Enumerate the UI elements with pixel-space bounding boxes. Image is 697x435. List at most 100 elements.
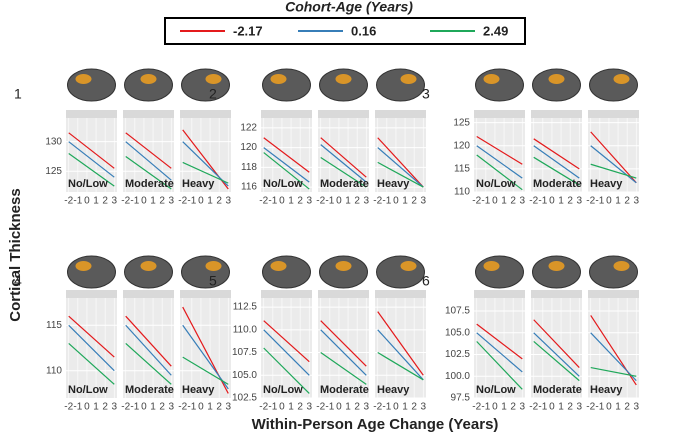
series-line: [263, 147, 310, 183]
x-tick-label: 2: [102, 196, 108, 207]
x-tick-label: 1: [150, 196, 156, 207]
y-axis-title: Cortical Thickness: [7, 188, 24, 321]
brain: [181, 68, 230, 102]
x-tick-label: 1: [402, 402, 408, 413]
x-tick-label: 3: [363, 402, 369, 413]
facet-strip: [123, 110, 174, 118]
x-tick-label: 2: [216, 196, 222, 207]
brain-highlight: [548, 261, 565, 271]
y-tick-label: 122: [240, 123, 257, 134]
brain: [181, 255, 230, 289]
x-tick-label: -2: [529, 196, 538, 207]
x-tick-label: 1: [501, 402, 507, 413]
x-tick-label: 0: [336, 402, 342, 413]
brain: [262, 255, 311, 289]
x-tick-label: 1: [288, 196, 294, 207]
facet-strip: [531, 110, 582, 118]
series-line: [68, 343, 115, 385]
x-tick-label: 2: [102, 402, 108, 413]
facet-strip: [375, 110, 426, 118]
x-tick-label: -1: [325, 196, 334, 207]
series-line: [476, 154, 523, 191]
x-tick-label: 1: [150, 402, 156, 413]
brain-highlight: [270, 74, 287, 84]
facet-label: Heavy: [590, 384, 623, 396]
series-line: [476, 135, 523, 165]
y-tick-label: 97.5: [451, 393, 471, 404]
x-tick-label: 1: [345, 196, 351, 207]
facet-strip: [180, 290, 231, 298]
brain-highlight: [140, 261, 157, 271]
series-line: [68, 141, 115, 178]
brain: [319, 68, 368, 102]
brain: [319, 255, 368, 289]
x-tick-label: 3: [225, 196, 231, 207]
facet-background: [123, 118, 174, 192]
x-tick-label: 0: [549, 196, 555, 207]
series-line: [125, 324, 172, 376]
series-line: [68, 153, 115, 187]
x-tick-label: 1: [615, 196, 621, 207]
y-tick-label: 102.5: [232, 393, 257, 404]
x-tick-label: 2: [510, 196, 516, 207]
facet-strip: [66, 290, 117, 298]
x-tick-label: -2: [178, 196, 187, 207]
facet-label: Heavy: [182, 178, 215, 190]
series-line: [320, 137, 367, 178]
facet-background: [588, 118, 639, 192]
series-line: [263, 320, 310, 363]
brain: [376, 68, 425, 102]
x-tick-label: 2: [354, 196, 360, 207]
y-tick-label: 110: [46, 365, 62, 376]
brain-highlight: [75, 74, 92, 84]
x-tick-label: -2: [472, 402, 481, 413]
x-tick-label: 2: [624, 196, 630, 207]
x-tick-label: 2: [624, 402, 630, 413]
facet-strip: [474, 290, 525, 298]
facet-label: Moderate: [320, 178, 369, 190]
x-tick-label: 3: [420, 402, 426, 413]
series-line: [533, 145, 580, 179]
series-line: [320, 156, 367, 188]
y-tick-label: 102.5: [445, 349, 470, 360]
y-tick-label: 107.5: [445, 306, 470, 317]
series-line: [182, 324, 229, 390]
brain-highlight: [205, 261, 222, 271]
facet-label: Moderate: [125, 178, 174, 190]
facet-strip: [318, 110, 369, 118]
y-tick-label: 125: [45, 166, 62, 177]
x-tick-label: -2: [121, 402, 130, 413]
series-line: [476, 145, 523, 179]
x-tick-label: 0: [336, 196, 342, 207]
x-tick-label: -2: [529, 402, 538, 413]
brain: [67, 68, 116, 102]
series-line: [377, 137, 424, 188]
x-tick-label: -2: [316, 402, 325, 413]
facet-label: Moderate: [320, 384, 369, 396]
brain-highlight: [270, 261, 287, 271]
series-line: [263, 137, 310, 173]
facet-background: [66, 118, 117, 192]
x-tick-label: 2: [567, 196, 573, 207]
facet-background: [318, 118, 369, 192]
y-tick-label: 130: [45, 136, 62, 147]
x-tick-label: -2: [178, 402, 187, 413]
series-line: [263, 329, 310, 376]
brain: [589, 255, 638, 289]
series-line: [377, 311, 424, 376]
series-line: [320, 144, 367, 183]
x-tick-label: 3: [519, 196, 525, 207]
x-tick-label: 0: [549, 402, 555, 413]
facet-strip: [123, 290, 174, 298]
x-tick-label: -1: [595, 196, 604, 207]
x-tick-label: -1: [73, 402, 82, 413]
facet-background: [261, 298, 312, 398]
x-tick-label: 3: [576, 402, 582, 413]
brain-highlight: [335, 74, 352, 84]
facet-label: No/Low: [476, 178, 516, 190]
x-tick-label: 0: [141, 196, 147, 207]
facet-label: No/Low: [476, 384, 516, 396]
x-tick-label: -1: [595, 402, 604, 413]
series-line: [263, 152, 310, 190]
x-tick-label: -2: [259, 196, 268, 207]
